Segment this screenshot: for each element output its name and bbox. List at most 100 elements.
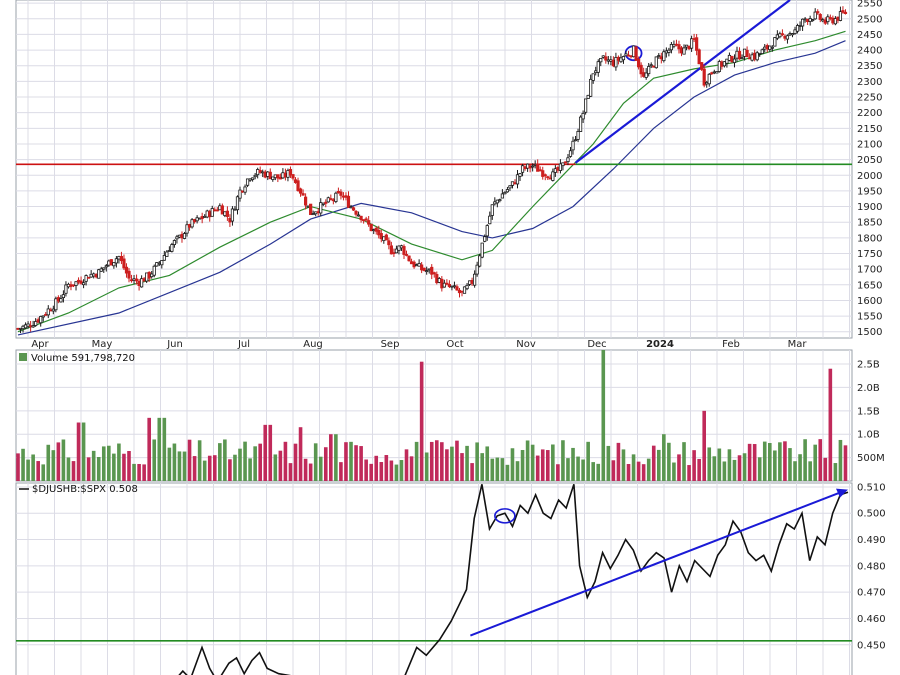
candle-body <box>334 192 338 202</box>
candle-body <box>344 195 348 198</box>
volume-bar <box>41 464 46 481</box>
volume-bar <box>646 458 651 481</box>
candle-body <box>833 18 837 25</box>
volume-bar <box>202 460 207 481</box>
candle-body <box>755 52 759 61</box>
candle-body <box>712 71 716 74</box>
candle-body <box>364 218 368 221</box>
candle-body <box>692 38 696 40</box>
candle-body <box>316 211 320 214</box>
candle-body <box>642 72 646 77</box>
candle-body <box>705 82 709 85</box>
candle-body <box>152 265 156 276</box>
volume-bar <box>465 445 469 481</box>
x-tick-label: Jun <box>166 339 183 350</box>
candle-body <box>475 264 479 275</box>
volume-bar <box>394 464 399 481</box>
volume-bar <box>611 460 616 481</box>
candle-body <box>205 210 209 218</box>
volume-bar <box>253 446 257 481</box>
volume-bar <box>757 457 762 481</box>
candle-body <box>397 245 401 251</box>
ratio-y-tick-label: 0.500 <box>857 509 886 520</box>
candle-body <box>377 229 381 236</box>
candle-body <box>737 50 742 60</box>
candle-body <box>263 171 267 178</box>
x-tick-label: Sep <box>381 339 400 350</box>
candle-body <box>566 157 570 162</box>
candle-body <box>34 321 38 326</box>
volume-bar <box>334 434 338 481</box>
price-y-tick-label: 2400 <box>857 46 882 57</box>
candle-body <box>470 280 474 284</box>
price-y-tick-label: 2150 <box>857 124 882 135</box>
candle-body <box>455 286 459 291</box>
price-panel-frame <box>15 0 853 339</box>
candle-body <box>763 46 767 50</box>
volume-bar <box>823 457 828 481</box>
volume-bar <box>414 441 419 481</box>
candle-body <box>301 193 305 196</box>
candle-body <box>417 263 421 267</box>
candle-body <box>346 195 351 208</box>
candle-body <box>215 209 219 212</box>
candle-body <box>568 150 573 157</box>
candle-body <box>581 112 585 120</box>
volume-bar <box>717 448 722 481</box>
candle-body <box>546 176 550 179</box>
candle-body <box>61 294 66 298</box>
candle-body <box>129 279 134 282</box>
candle-body <box>563 161 568 164</box>
volume-bar <box>278 450 283 481</box>
volume-bar <box>21 448 25 481</box>
volume-bar <box>707 447 712 481</box>
candle-body <box>513 182 517 185</box>
volume-bar <box>101 446 106 481</box>
candle-body <box>778 33 782 38</box>
price-y-axis: 1500 1550 1600 1650 1700 1750 1800 1850 1900 1950… <box>857 0 882 338</box>
candle-body <box>283 172 288 178</box>
volume-bar <box>672 462 676 481</box>
candle-body <box>228 218 232 223</box>
candle-body <box>276 174 280 179</box>
candle-body <box>104 265 108 268</box>
candle-body <box>251 177 255 180</box>
volume-bar <box>677 454 681 481</box>
candle-body <box>462 286 467 294</box>
candle-body <box>427 268 431 271</box>
volume-bar <box>510 448 515 481</box>
candle-body <box>351 207 356 211</box>
volume-bar <box>813 444 818 481</box>
price-y-tick-label: 2300 <box>857 77 882 88</box>
candle-body <box>261 171 265 174</box>
volume-bar <box>61 439 66 481</box>
candle-body <box>750 54 754 61</box>
candle-body <box>210 208 214 217</box>
candle-body <box>811 19 815 21</box>
candle-body <box>157 262 161 265</box>
price-y-tick-label: 1900 <box>857 202 882 213</box>
candle-body <box>198 217 202 220</box>
candle-body <box>387 240 391 246</box>
candle-body <box>452 285 457 288</box>
volume-bar <box>354 445 358 481</box>
volume-bar <box>616 442 621 481</box>
ratio-y-tick-label: 0.450 <box>857 640 886 651</box>
volume-bar <box>752 444 757 481</box>
candle-body <box>571 140 575 151</box>
sma-200-line <box>17 40 846 336</box>
volume-title: Volume 591,798,720 <box>31 353 135 364</box>
volume-bar <box>96 457 101 481</box>
volume-bar <box>641 464 646 481</box>
candle-body <box>435 274 439 284</box>
volume-bar <box>455 440 459 481</box>
x-tick-label: Aug <box>303 339 323 350</box>
volume-bar <box>207 455 212 481</box>
volume-bar <box>571 447 575 481</box>
candle-body <box>200 216 204 219</box>
candle-body <box>18 327 23 330</box>
volume-bar <box>308 463 313 481</box>
candle-body <box>606 59 610 62</box>
volume-bar <box>445 449 449 481</box>
